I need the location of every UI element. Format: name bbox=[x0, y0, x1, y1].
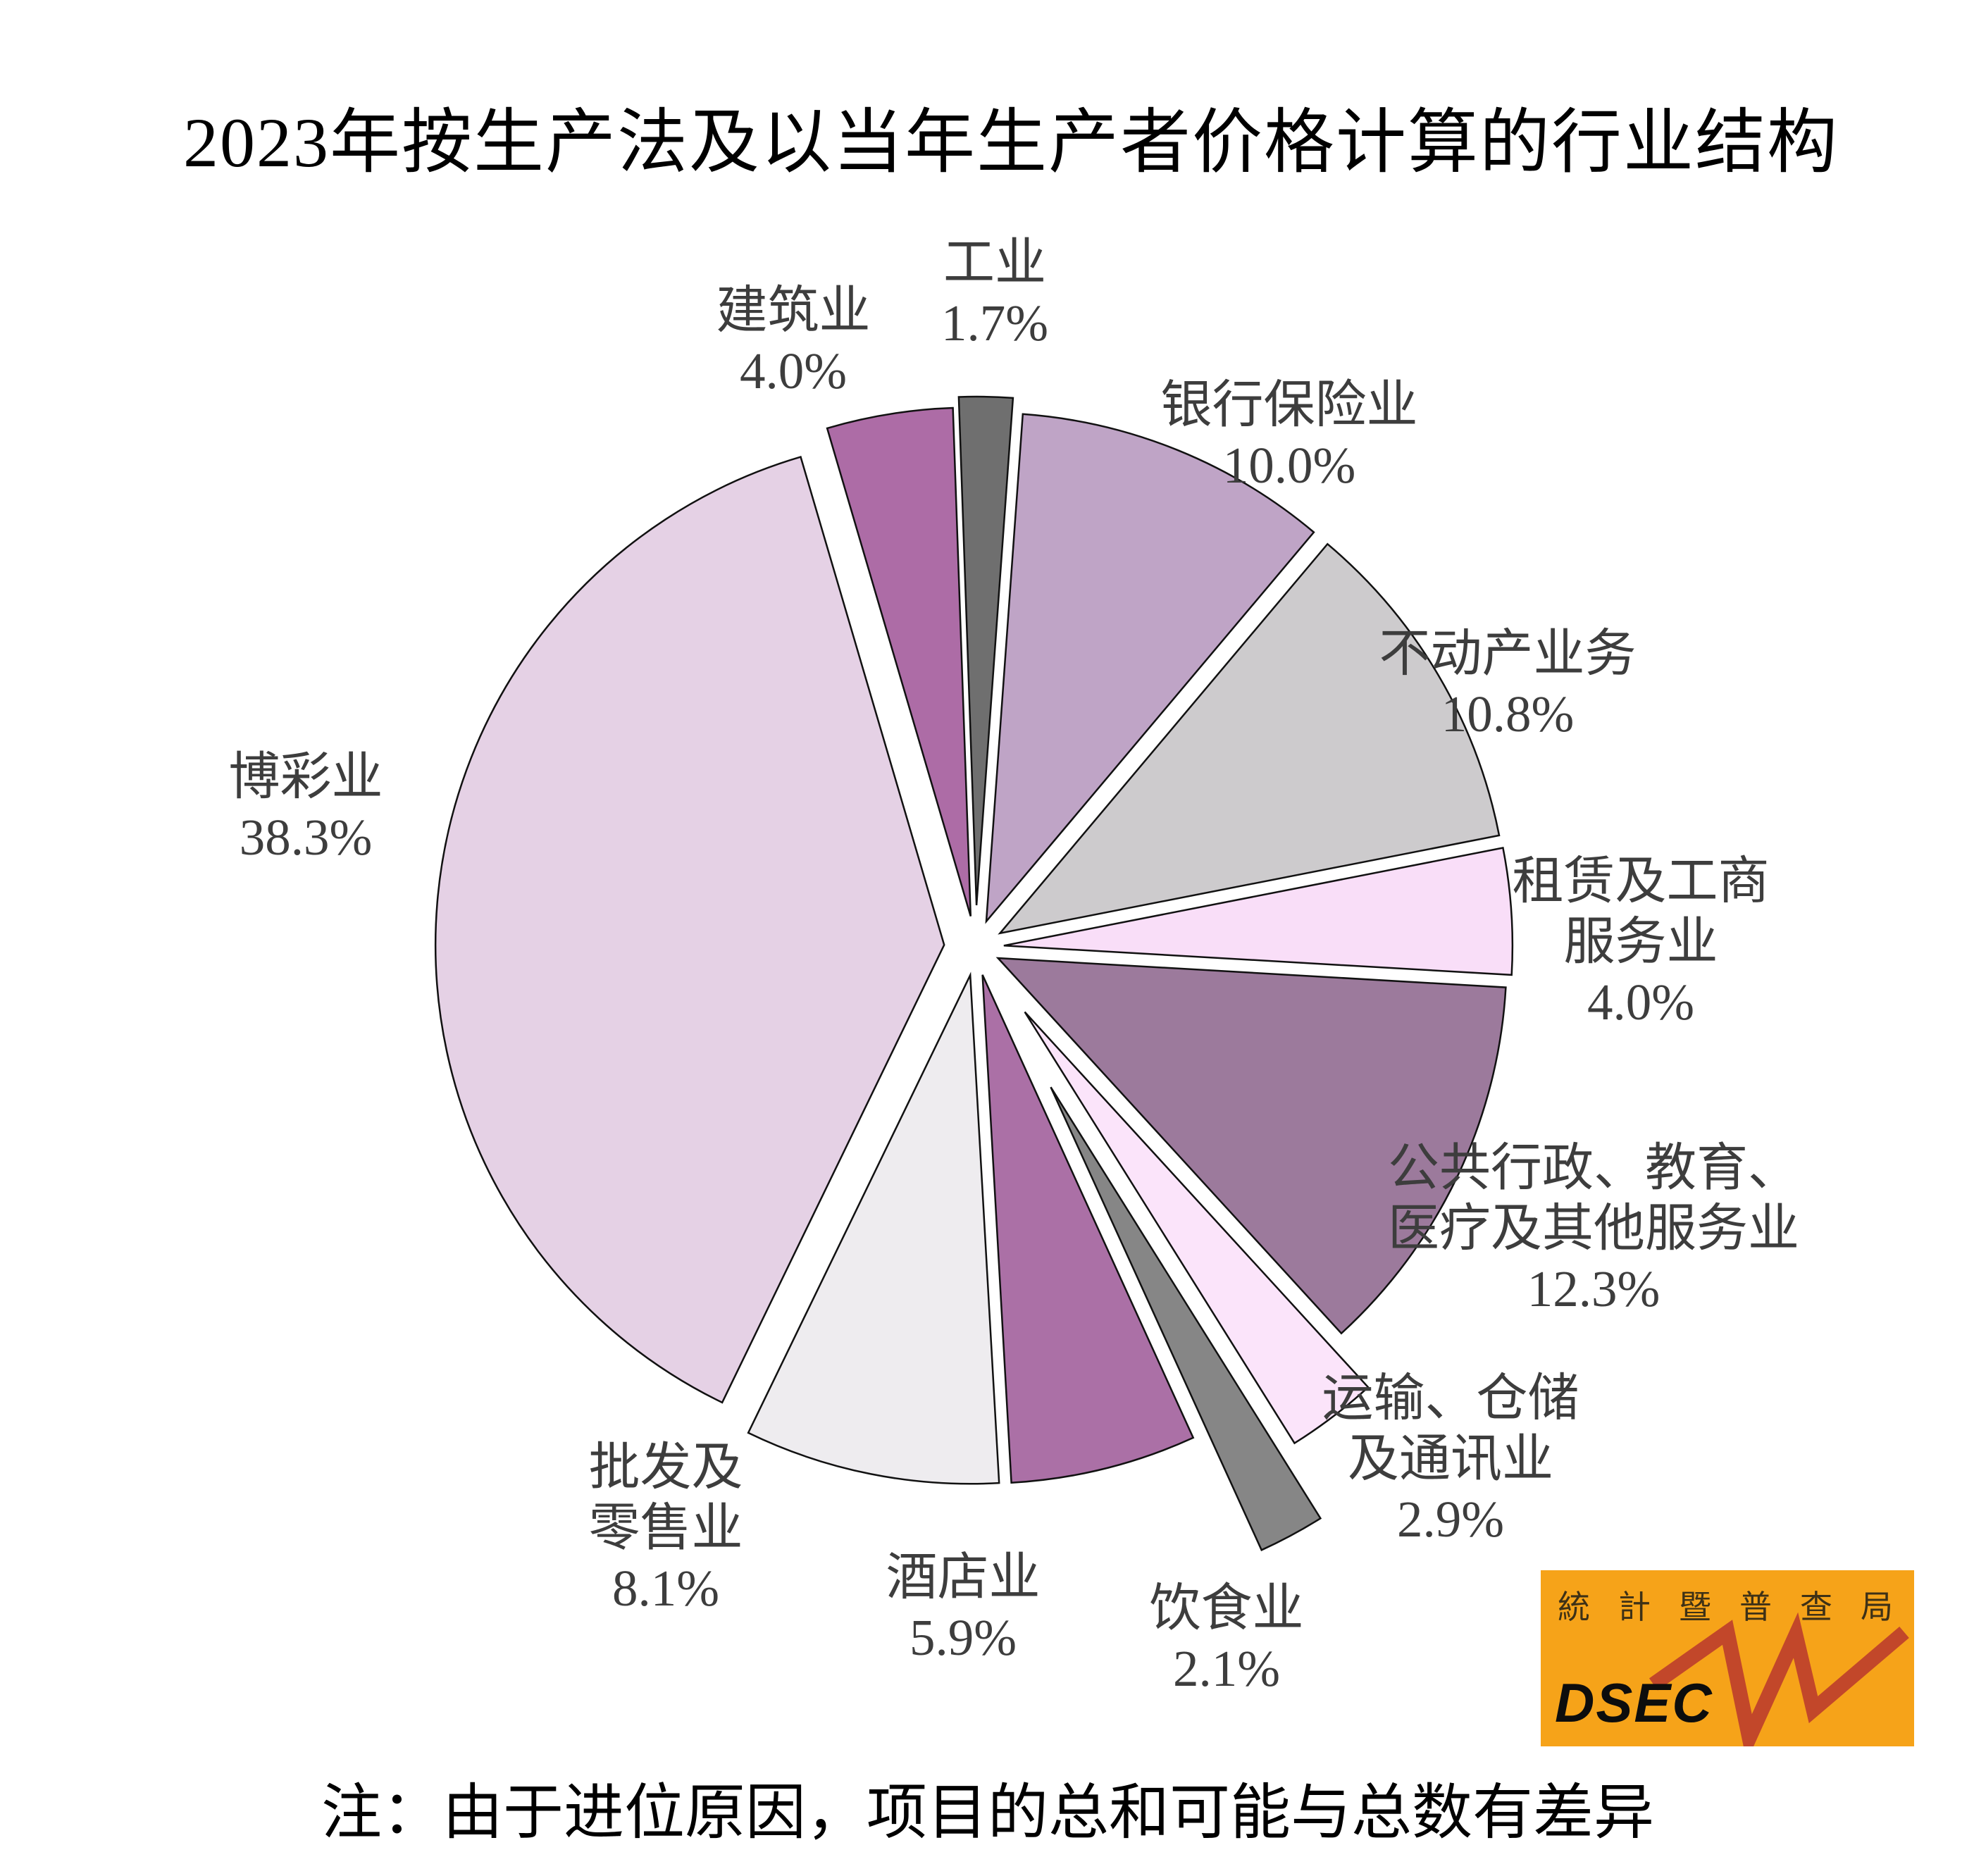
logo-abbr: DSEC bbox=[1555, 1672, 1713, 1734]
pie-slice-industry bbox=[957, 395, 1014, 906]
slice-label-value: 1.7% bbox=[941, 294, 1049, 352]
slice-label-text: 饮食业 bbox=[1149, 1579, 1304, 1636]
slice-label-text: 公共行政、教育、 bbox=[1388, 1139, 1799, 1196]
slice-label-text: 服务业 bbox=[1563, 913, 1718, 970]
slice-label-text: 及通讯业 bbox=[1348, 1430, 1553, 1487]
pie-slice-hotels bbox=[981, 974, 1195, 1484]
slice-label-value: 8.1% bbox=[612, 1560, 720, 1617]
pie-slice-transport-storage-communications bbox=[1024, 1011, 1370, 1445]
pie-slice-public-admin-education-medical bbox=[995, 957, 1507, 1335]
chart-title: 2023年按生产法及以当年生产者价格计算的行业结构 bbox=[183, 104, 1839, 182]
slice-label-banking-insurance: 银行保险业 10.0% bbox=[1161, 375, 1418, 496]
slice-label-text: 工业 bbox=[943, 234, 1046, 291]
slice-label-value: 4.0% bbox=[1587, 974, 1695, 1031]
pie-slice-construction bbox=[826, 406, 972, 917]
slice-label-transport-storage-communications: 运输、仓储 及通讯业 2.9% bbox=[1322, 1368, 1579, 1550]
slice-label-text: 租赁及工商 bbox=[1512, 852, 1770, 909]
slice-label-value: 2.9% bbox=[1396, 1491, 1505, 1548]
slice-label-text: 不动产业务 bbox=[1379, 625, 1637, 682]
slice-label-hotels: 酒店业 5.9% bbox=[886, 1547, 1041, 1668]
slice-label-real-estate: 不动产业务 10.8% bbox=[1379, 623, 1637, 745]
pie-slice-leasing-business-services bbox=[1003, 847, 1514, 976]
pie-slice-wholesale-retail bbox=[747, 971, 1000, 1485]
slice-label-text: 运输、仓储 bbox=[1322, 1369, 1579, 1427]
slice-label-text: 银行保险业 bbox=[1160, 376, 1418, 433]
slice-label-text: 批发及 bbox=[588, 1439, 743, 1496]
footnote: 注：由于进位原因，项目的总和可能与总数有差异 bbox=[321, 1779, 1654, 1846]
slice-label-text: 博彩业 bbox=[228, 748, 383, 805]
slice-label-gaming: 博彩业 38.3% bbox=[229, 747, 383, 868]
slice-label-value: 10.0% bbox=[1222, 437, 1356, 494]
slice-label-text: 医疗及其他服务业 bbox=[1388, 1200, 1799, 1257]
slice-label-industry: 工业 1.7% bbox=[941, 232, 1048, 354]
slice-label-leasing-business-services: 租赁及工商 服务业 4.0% bbox=[1513, 851, 1770, 1033]
pie-slice-gaming bbox=[434, 456, 945, 1404]
dsec-logo: 統計暨普查局 DSEC bbox=[1541, 1570, 1914, 1746]
slice-label-value: 10.8% bbox=[1441, 685, 1575, 743]
slice-label-value: 2.1% bbox=[1172, 1640, 1281, 1697]
slice-label-value: 38.3% bbox=[239, 809, 373, 866]
pie-slice-real-estate bbox=[998, 542, 1501, 935]
slice-label-restaurants: 饮食业 2.1% bbox=[1150, 1578, 1304, 1699]
slice-label-value: 5.9% bbox=[909, 1609, 1017, 1666]
slice-label-wholesale-retail: 批发及 零售业 8.1% bbox=[589, 1437, 743, 1619]
pie-slice-banking-insurance bbox=[985, 413, 1315, 924]
slice-label-public-admin-education-medical: 公共行政、教育、 医疗及其他服务业 12.3% bbox=[1388, 1138, 1799, 1319]
slice-label-value: 4.0% bbox=[739, 342, 848, 399]
slice-label-text: 酒店业 bbox=[886, 1548, 1041, 1605]
slice-label-text: 零售业 bbox=[588, 1499, 743, 1556]
logo-zigzag-icon bbox=[1649, 1612, 1909, 1746]
slice-label-value: 12.3% bbox=[1527, 1260, 1660, 1317]
slice-label-construction: 建筑业 4.0% bbox=[716, 280, 871, 402]
logo-agency-name: 統計暨普查局 bbox=[1558, 1589, 1921, 1625]
pie-slice-restaurants bbox=[1050, 1086, 1322, 1551]
slice-label-text: 建筑业 bbox=[716, 282, 871, 339]
